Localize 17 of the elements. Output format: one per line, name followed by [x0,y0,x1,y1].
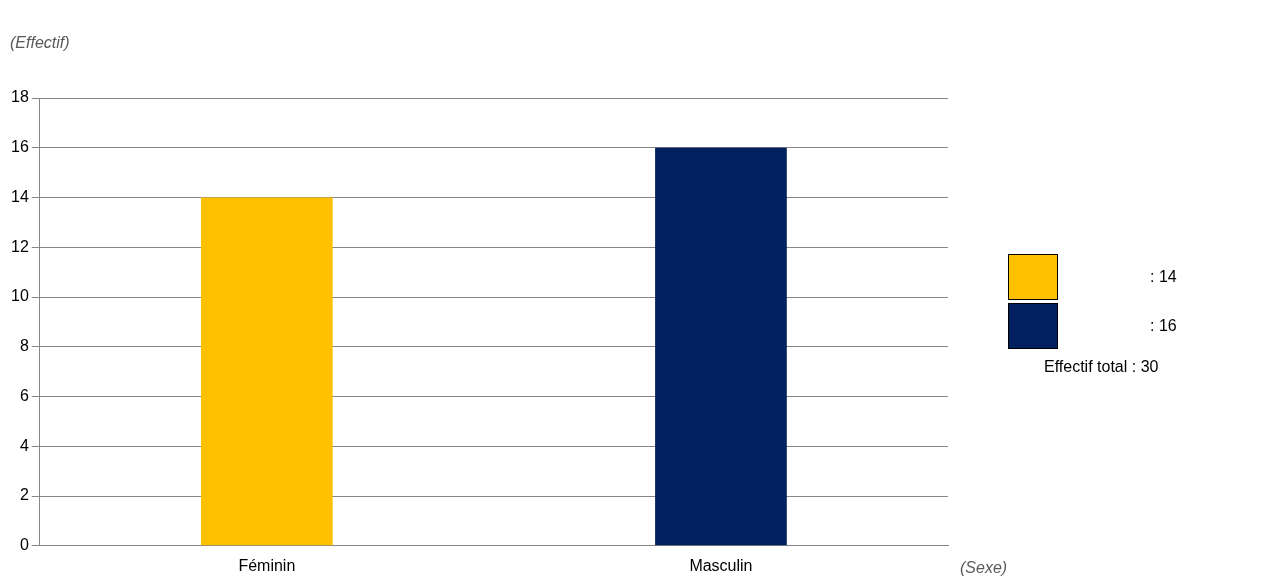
text: Effectif total : 30 [1044,358,1160,376]
y-tick-label: 2 [19,486,29,504]
y-tick-label: 6 [19,386,29,404]
y-tick-label: 8 [19,337,29,355]
text: : 16 [1150,317,1177,335]
y-tick-label: 4 [19,436,29,454]
y-tick-label: 12 [11,237,29,255]
text: : 14 [1150,268,1177,286]
x-axis-title: (Sexe) [960,559,1008,577]
y-tick-label: 18 [11,88,29,106]
y-tick-label: 0 [19,536,29,554]
y-axis-title: (Effectif) [10,34,70,52]
y-tick-label: 14 [11,187,29,205]
x-tick-label: Masculin [689,556,753,574]
x-tick-label: Féminin [238,556,296,574]
y-tick-label: 10 [11,287,29,305]
y-tick-label: 16 [11,138,29,156]
